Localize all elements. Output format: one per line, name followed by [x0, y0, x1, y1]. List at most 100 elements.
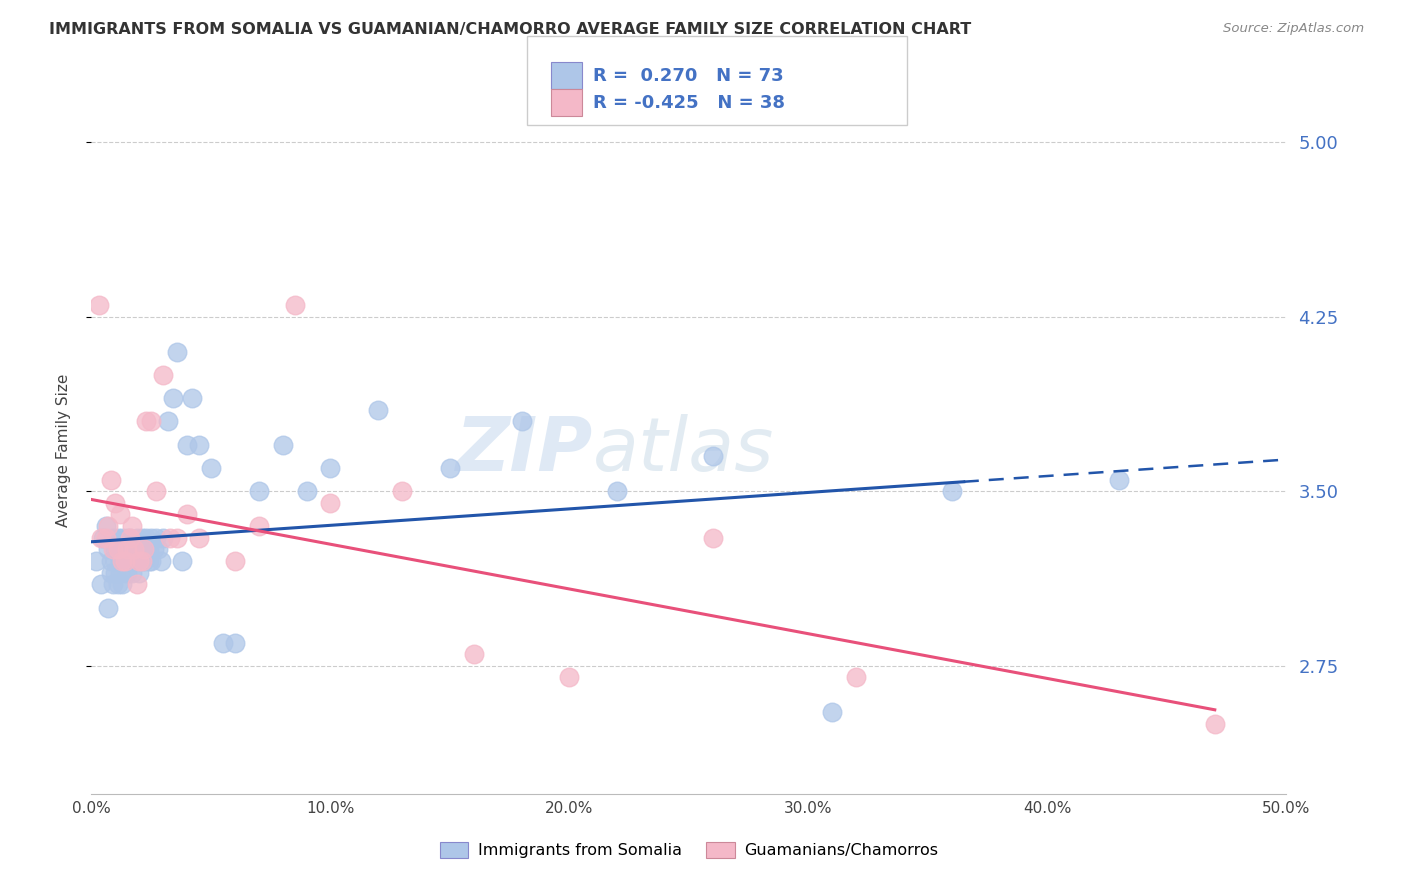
Point — [124, 542, 146, 557]
Point — [97, 542, 120, 557]
Point — [128, 542, 150, 557]
Point — [187, 531, 211, 545]
Point — [114, 542, 136, 557]
Point — [100, 554, 122, 568]
Point — [115, 542, 138, 557]
Legend: Immigrants from Somalia, Guamanians/Chamorros: Immigrants from Somalia, Guamanians/Cham… — [433, 836, 945, 865]
Point — [141, 531, 162, 545]
Point — [439, 461, 461, 475]
Point — [97, 519, 120, 533]
Point — [107, 542, 129, 557]
Point — [115, 531, 138, 545]
Text: atlas: atlas — [593, 415, 775, 486]
Point — [162, 391, 184, 405]
Text: R = -0.425   N = 38: R = -0.425 N = 38 — [593, 94, 786, 112]
Point — [118, 554, 141, 568]
Point — [121, 542, 143, 557]
Point — [131, 531, 153, 545]
Point — [104, 496, 127, 510]
Point — [114, 554, 136, 568]
Point — [367, 402, 389, 417]
Point — [108, 508, 131, 522]
Point — [108, 554, 131, 568]
Point — [118, 531, 141, 545]
Point — [141, 414, 162, 428]
Point — [187, 437, 211, 451]
Point — [125, 577, 148, 591]
Point — [941, 484, 963, 499]
Point — [132, 554, 155, 568]
Point — [391, 484, 413, 499]
Text: IMMIGRANTS FROM SOMALIA VS GUAMANIAN/CHAMORRO AVERAGE FAMILY SIZE CORRELATION CH: IMMIGRANTS FROM SOMALIA VS GUAMANIAN/CHA… — [49, 22, 972, 37]
Point — [138, 554, 160, 568]
Point — [319, 496, 342, 510]
Point — [141, 554, 162, 568]
Point — [84, 554, 107, 568]
Point — [104, 554, 127, 568]
Point — [87, 298, 110, 312]
Point — [104, 542, 127, 557]
Point — [224, 635, 246, 649]
Point — [94, 519, 117, 533]
Point — [132, 542, 155, 557]
Point — [132, 542, 155, 557]
Point — [702, 531, 724, 545]
Point — [159, 531, 181, 545]
Point — [118, 531, 141, 545]
Point — [107, 531, 129, 545]
Point — [200, 461, 222, 475]
Text: ZIP: ZIP — [456, 414, 593, 487]
Point — [463, 647, 485, 661]
Point — [138, 542, 160, 557]
Point — [124, 554, 146, 568]
Point — [121, 519, 143, 533]
Point — [510, 414, 533, 428]
Point — [90, 531, 112, 545]
Point — [111, 531, 134, 545]
Text: R =  0.270   N = 73: R = 0.270 N = 73 — [593, 67, 785, 85]
Point — [111, 554, 134, 568]
Text: Source: ZipAtlas.com: Source: ZipAtlas.com — [1223, 22, 1364, 36]
Point — [100, 566, 122, 580]
Point — [145, 531, 167, 545]
Point — [247, 484, 270, 499]
Point — [284, 298, 307, 312]
Y-axis label: Average Family Size: Average Family Size — [56, 374, 70, 527]
Point — [702, 450, 724, 464]
Point — [108, 566, 131, 580]
Point — [128, 554, 150, 568]
Point — [1108, 473, 1130, 487]
Point — [100, 473, 122, 487]
Point — [124, 542, 146, 557]
Point — [319, 461, 342, 475]
Point — [131, 554, 153, 568]
Point — [125, 554, 148, 568]
Point — [101, 531, 124, 545]
Point — [821, 706, 844, 720]
Point — [94, 531, 117, 545]
Point — [97, 600, 120, 615]
Point — [121, 566, 143, 580]
Point — [125, 531, 148, 545]
Point — [166, 344, 188, 359]
Point — [295, 484, 318, 499]
Point — [101, 577, 124, 591]
Point — [115, 566, 138, 580]
Point — [247, 519, 270, 533]
Point — [111, 554, 134, 568]
Point — [135, 542, 157, 557]
Point — [172, 554, 194, 568]
Point — [845, 670, 868, 684]
Point — [606, 484, 628, 499]
Point — [152, 531, 174, 545]
Point — [101, 542, 124, 557]
Point — [152, 368, 174, 382]
Point — [111, 577, 134, 591]
Point — [142, 542, 165, 557]
Point — [145, 484, 167, 499]
Point — [114, 554, 136, 568]
Point — [176, 508, 198, 522]
Point — [176, 437, 198, 451]
Point — [148, 542, 170, 557]
Point — [211, 635, 233, 649]
